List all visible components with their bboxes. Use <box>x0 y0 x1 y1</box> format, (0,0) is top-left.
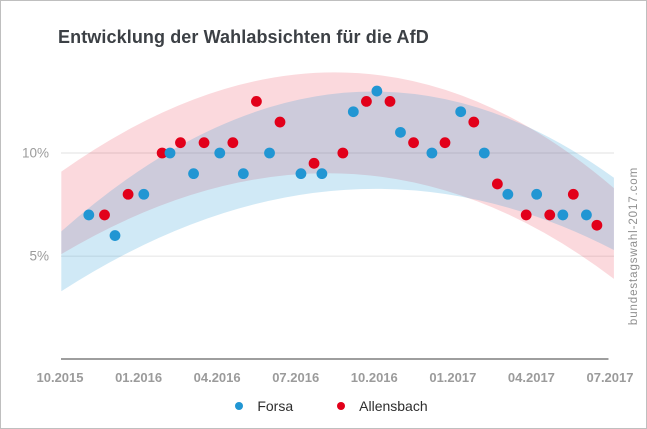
forsa-point <box>188 168 199 180</box>
axis-tick-labels: 10% 5% 10.2015 01.2016 04.2016 07.2016 10.2016… <box>22 146 634 386</box>
watermark-url: bundestagswahl-2017.com <box>628 166 640 326</box>
x-tick-label: 10.2016 <box>351 370 398 385</box>
x-tick-label: 01.2017 <box>429 370 476 385</box>
x-tick-label: 04.2017 <box>508 370 555 385</box>
allensbach-point <box>227 137 239 149</box>
legend-item-forsa: Forsa <box>235 398 293 414</box>
forsa-point <box>347 106 359 118</box>
allensbach-point <box>491 178 503 190</box>
y-tick-label: 5% <box>29 249 49 264</box>
forsa-point <box>581 209 592 221</box>
forsa-point <box>557 209 569 221</box>
y-tick-label: 10% <box>22 146 49 161</box>
allensbach-point <box>520 209 532 221</box>
allensbach-point <box>384 96 396 107</box>
allensbach-point <box>198 137 210 149</box>
allensbach-point <box>361 96 372 107</box>
forsa-point <box>164 147 176 159</box>
forsa-point <box>478 147 490 159</box>
allensbach-point <box>99 209 110 221</box>
x-tick-label: 01.2016 <box>115 370 162 385</box>
allensbach-point <box>337 147 349 159</box>
forsa-point <box>264 147 275 159</box>
allensbach-point <box>122 188 134 200</box>
allensbach-point <box>544 209 556 221</box>
forsa-point <box>83 209 95 221</box>
chart-legend: Forsa Allensbach <box>1 398 646 414</box>
allensbach-point <box>308 157 320 169</box>
forsa-point <box>426 147 438 159</box>
allensbach-point <box>156 147 168 159</box>
x-tick-label: 10.2015 <box>37 370 84 385</box>
x-tick-label: 07.2017 <box>586 370 633 385</box>
forsa-point <box>237 168 249 180</box>
forsa-point <box>138 188 150 200</box>
confidence-bands <box>61 72 614 292</box>
x-tick-label: 04.2016 <box>194 370 241 385</box>
forsa-point <box>109 230 121 241</box>
allensbach-point <box>468 116 480 128</box>
allensbach-point <box>175 137 186 149</box>
legend-label-forsa: Forsa <box>257 398 294 414</box>
forsa-dot-icon <box>235 402 244 410</box>
forsa-point <box>502 188 514 200</box>
allensbach-point <box>591 219 603 231</box>
allensbach-point <box>251 96 262 107</box>
allensbach-point <box>567 188 579 200</box>
legend-label-allensbach: Allensbach <box>359 398 428 414</box>
allensbach-point <box>439 137 451 149</box>
data-points <box>83 85 603 241</box>
x-tick-label: 07.2016 <box>272 370 319 385</box>
allensbach-point <box>274 116 286 128</box>
forsa-point <box>295 168 307 180</box>
forsa-point <box>316 168 328 180</box>
forsa-point <box>395 126 406 138</box>
forsa-point <box>531 188 543 200</box>
allensbach-dot-icon <box>337 402 346 410</box>
forsa-point <box>455 106 467 118</box>
chart-title: Entwicklung der Wahlabsichten für die Af… <box>58 27 429 47</box>
forsa-point <box>371 85 383 97</box>
legend-item-allensbach: Allensbach <box>337 398 428 414</box>
allensbach-point <box>408 137 419 149</box>
forsa-point <box>214 147 226 159</box>
